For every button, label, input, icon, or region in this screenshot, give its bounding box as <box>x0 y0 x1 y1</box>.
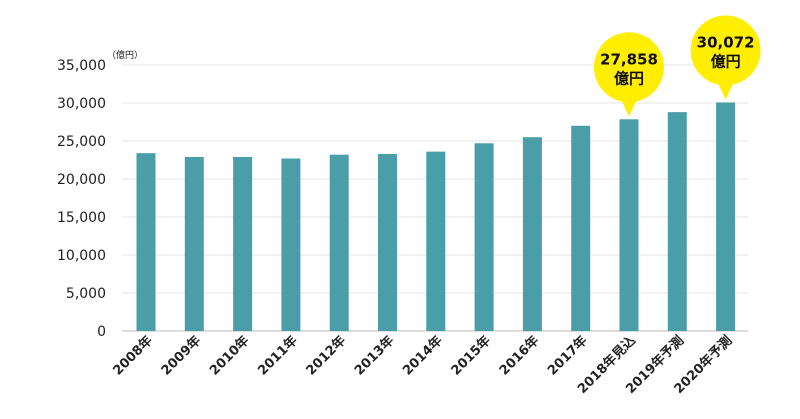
y-tick-label: 0 <box>97 324 106 340</box>
x-tick-label: 2008年 <box>110 333 156 379</box>
bar <box>281 158 300 331</box>
y-tick-label: 35,000 <box>57 58 106 74</box>
bar <box>475 143 494 331</box>
x-tick-label: 2013年 <box>351 333 397 379</box>
x-tick-label: 2017年 <box>544 333 590 379</box>
bar <box>137 153 156 331</box>
x-tick-label: 2012年 <box>303 333 349 379</box>
y-tick-label: 20,000 <box>57 172 106 188</box>
bar <box>523 137 542 331</box>
x-tick-label: 2015年 <box>448 333 494 379</box>
x-tick-label: 2009年 <box>158 333 204 379</box>
callout-value: 30,072 <box>697 33 755 51</box>
bar <box>571 126 590 331</box>
y-tick-label: 10,000 <box>57 248 106 264</box>
bar <box>330 155 349 331</box>
callout-unit: 億円 <box>614 69 644 87</box>
callout-unit: 億円 <box>711 52 741 70</box>
bar <box>378 154 397 331</box>
bar <box>620 119 639 331</box>
bar <box>668 112 687 331</box>
y-axis-unit-label: （億円） <box>107 49 143 61</box>
x-axis-labels: 2008年 2009年 2010年 2011年 2012年 2013年 2014年 2015年… <box>110 332 736 397</box>
bar <box>716 102 735 331</box>
x-tick-label: 2010年 <box>206 333 252 379</box>
y-tick-label: 15,000 <box>57 210 106 226</box>
x-tick-label: 2014年 <box>400 333 446 379</box>
callout-value: 27,858 <box>600 50 658 68</box>
y-tick-label: 25,000 <box>57 134 106 150</box>
y-tick-label: 30,000 <box>57 96 106 112</box>
bar <box>233 157 252 331</box>
x-tick-label: 2011年 <box>255 333 301 379</box>
y-axis-ticks: 0 5,000 10,000 15,000 20,000 25,000 30,000 35,0… <box>57 58 106 340</box>
bar <box>426 152 445 331</box>
x-tick-label: 2016年 <box>496 333 542 379</box>
y-tick-label: 5,000 <box>66 286 106 302</box>
bar <box>185 157 204 331</box>
